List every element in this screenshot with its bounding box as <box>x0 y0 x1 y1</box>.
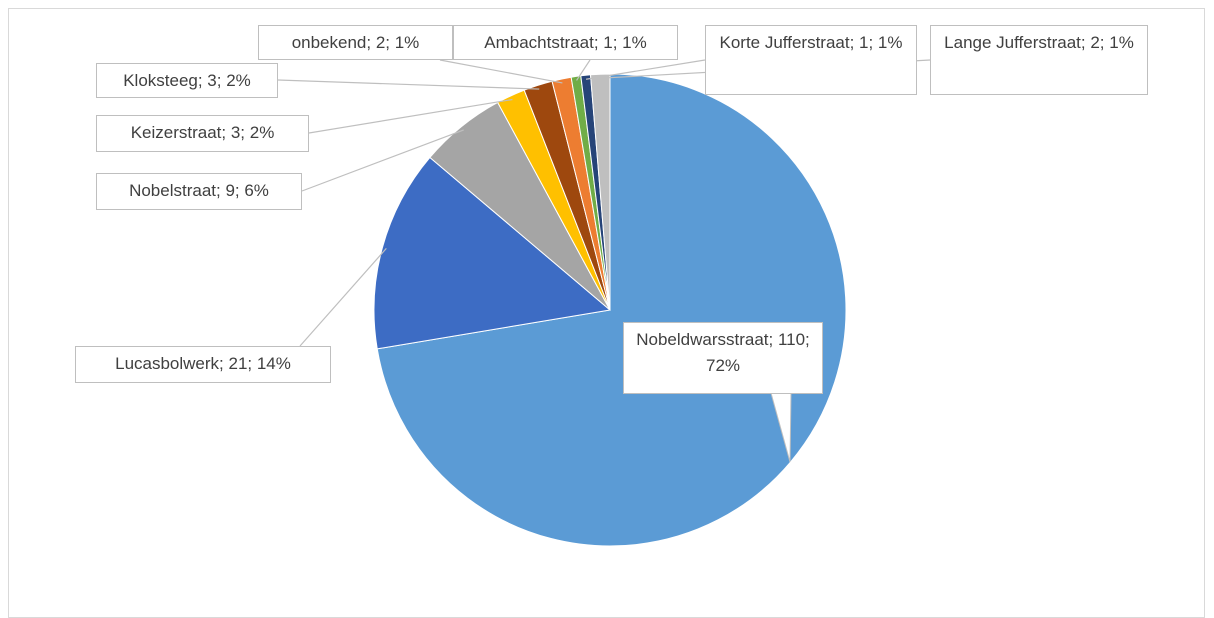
leader-line <box>439 59 563 84</box>
pie-slice <box>589 73 611 311</box>
leader-line <box>301 129 464 192</box>
leader-line <box>308 98 513 134</box>
data-label: Nobelstraat; 9; 6% <box>96 173 302 210</box>
chart <box>277 59 931 547</box>
data-label: onbekend; 2; 1% <box>258 25 453 60</box>
data-label: Kloksteeg; 3; 2% <box>96 63 278 98</box>
data-label: Lucasbolwerk; 21; 14% <box>75 346 331 383</box>
data-label: Ambachtstraat; 1; 1% <box>453 25 678 60</box>
data-label: Keizerstraat; 3; 2% <box>96 115 309 152</box>
data-label: Nobeldwarsstraat; 110; 72% <box>623 322 823 394</box>
data-label: Lange Jufferstraat; 2; 1% <box>930 25 1148 95</box>
data-label: Korte Jufferstraat; 1; 1% <box>705 25 917 95</box>
leader-line <box>585 59 706 80</box>
leader-line <box>576 59 591 81</box>
leader-line <box>299 248 387 347</box>
pie-slice <box>373 156 612 350</box>
pie-slice <box>376 73 847 547</box>
leader-line <box>277 79 540 90</box>
